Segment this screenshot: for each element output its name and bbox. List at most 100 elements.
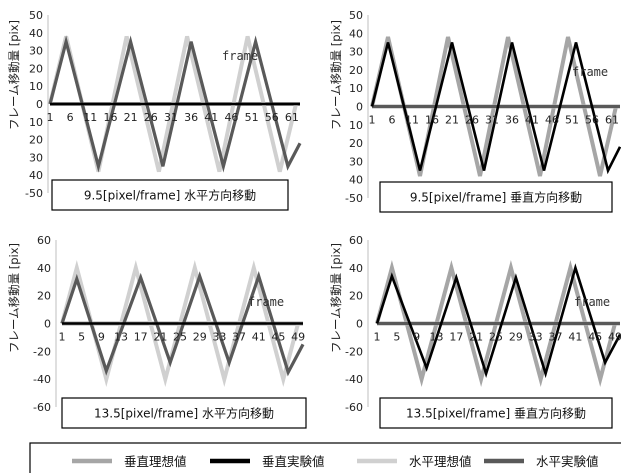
y-axis-title: フレーム移動量 [pix]	[329, 20, 343, 130]
y-tick-label: -40	[33, 373, 51, 386]
x-tick-label: 1	[59, 331, 66, 344]
y-tick-label: 40	[349, 27, 363, 40]
y-tick-label: 0	[356, 101, 363, 114]
x-tick-label: 49	[608, 331, 621, 344]
x-tick-label: 17	[134, 331, 148, 344]
legend-label: 垂直実験値	[262, 454, 325, 469]
chart-title: 13.5[pixel/frame] 水平方向移動	[94, 406, 274, 421]
y-tick-label: 0	[44, 318, 51, 331]
legend-item: 垂直理想値	[72, 454, 187, 469]
x-tick-label: 26	[144, 111, 158, 124]
chart-title-box	[61, 397, 307, 429]
x-tick-label: 11	[83, 111, 97, 124]
x-tick-label: 46	[545, 114, 559, 127]
x-tick-label: 25	[173, 331, 187, 344]
x-tick-label: 61	[285, 111, 299, 124]
x-tick-label: 16	[425, 114, 439, 127]
x-tick-label: 5	[393, 331, 400, 344]
x-tick-label: 36	[184, 111, 198, 124]
legend-item: 水平理想値	[357, 454, 472, 469]
legend-label: 水平理想値	[409, 454, 472, 469]
y-tick-label: 30	[349, 46, 363, 59]
x-tick-label: 5	[78, 331, 85, 344]
y-tick-label: -20	[33, 345, 51, 358]
y-tick-label: 60	[37, 234, 51, 247]
x-tick-label: 1	[369, 114, 376, 127]
x-tick-label: 1	[47, 111, 54, 124]
x-tick-label: 21	[469, 331, 483, 344]
chart-title-box	[379, 181, 613, 213]
x-tick-label: 1	[374, 331, 381, 344]
y-tick-label: 40	[37, 262, 51, 275]
legend-label: 垂直理想値	[124, 454, 187, 469]
x-tick-label: 61	[605, 114, 619, 127]
y-tick-label: 30	[29, 151, 43, 164]
y-tick-label: 20	[349, 137, 363, 150]
chart-title: 13.5[pixel/frame] 垂直方向移動	[406, 406, 586, 421]
y-tick-label: 10	[29, 80, 43, 93]
y-tick-label: 60	[349, 234, 363, 247]
legend-label: 水平実験値	[536, 454, 599, 469]
x-axis-title: frame	[574, 295, 610, 309]
y-tick-label: 20	[29, 62, 43, 75]
y-axis-title: フレーム移動量 [pix]	[7, 20, 21, 130]
x-tick-label: 41	[568, 331, 582, 344]
chart-title: 9.5[pixel/frame] 垂直方向移動	[410, 190, 582, 205]
x-tick-label: 45	[588, 331, 602, 344]
x-tick-label: 45	[271, 331, 285, 344]
x-tick-label: 33	[212, 331, 226, 344]
x-tick-label: 49	[291, 331, 305, 344]
x-tick-label: 56	[265, 111, 279, 124]
chart-4: 60 40 20 0 -20 -40 -60 フレーム移動量 [pix] 1 5 9 13 17 21 25…	[329, 234, 621, 429]
y-tick-label: -50	[345, 192, 363, 205]
x-tick-label: 6	[389, 114, 396, 127]
y-tick-label: -60	[345, 401, 363, 414]
chart-3: 60 40 20 0 -20 -40 -60 フレーム移動量 [pix] 1 5 9 13 17 21 25…	[7, 234, 307, 429]
x-tick-label: 21	[445, 114, 459, 127]
y-tick-label: -60	[33, 401, 51, 414]
y-axis-title: フレーム移動量 [pix]	[7, 243, 21, 353]
x-tick-label: 13	[114, 331, 128, 344]
y-tick-label: -40	[345, 373, 363, 386]
y-axis-title: フレーム移動量 [pix]	[329, 243, 343, 353]
x-tick-label: 31	[164, 111, 178, 124]
chart-title-box	[51, 179, 289, 211]
x-tick-label: 56	[585, 114, 599, 127]
x-tick-label: 36	[505, 114, 519, 127]
y-tick-label: 50	[349, 9, 363, 22]
x-tick-label: 25	[489, 331, 503, 344]
x-tick-label: 21	[153, 331, 167, 344]
x-tick-label: 21	[124, 111, 138, 124]
y-tick-label: 10	[29, 116, 43, 129]
x-tick-label: 13	[430, 331, 444, 344]
legend-frame	[29, 442, 621, 473]
y-tick-label: 30	[349, 155, 363, 168]
legend-item: 垂直実験値	[210, 454, 325, 469]
x-tick-label: 29	[509, 331, 523, 344]
y-tick-label: 0	[356, 318, 363, 331]
y-tick-label: 40	[29, 169, 43, 182]
x-tick-label: 33	[529, 331, 543, 344]
x-tick-label: 9	[413, 331, 420, 344]
x-axis-title: frame	[222, 49, 258, 63]
x-tick-label: 41	[252, 331, 266, 344]
y-tick-label: 20	[37, 290, 51, 303]
x-axis-title: frame	[248, 295, 284, 309]
y-tick-label: 10	[349, 119, 363, 132]
legend-box: 垂直理想値 垂直実験値 水平理想値 水平実験値	[29, 442, 621, 473]
x-tick-label: 41	[525, 114, 539, 127]
x-tick-label: 46	[224, 111, 238, 124]
series-line-垂直実験値	[375, 263, 621, 379]
y-tick-label: 30	[29, 45, 43, 58]
x-tick-label: 41	[204, 111, 218, 124]
series-line-垂直実験値	[370, 42, 621, 175]
x-tick-label: 26	[465, 114, 479, 127]
chart-title: 9.5[pixel/frame] 水平方向移動	[84, 188, 256, 203]
legend-item: 水平実験値	[484, 454, 599, 469]
y-tick-label: 40	[29, 27, 43, 40]
x-tick-label: 51	[245, 111, 259, 124]
chart-title-box	[379, 397, 613, 429]
